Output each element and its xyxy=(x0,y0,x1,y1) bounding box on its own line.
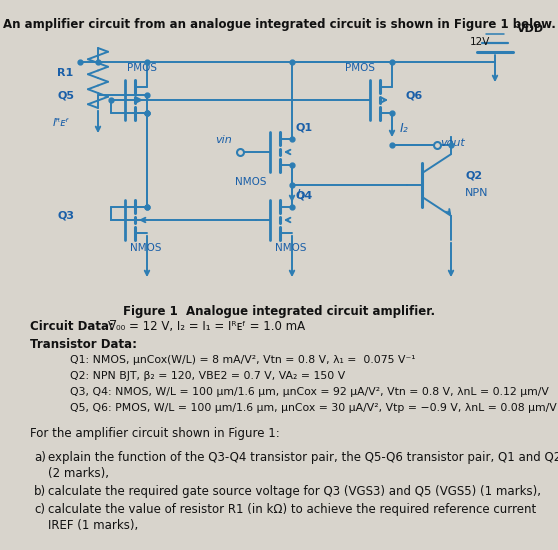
Text: V̅₀₀ = 12 V, I₂ = I₁ = Iᴿᴇᶠ = 1.0 mA: V̅₀₀ = 12 V, I₂ = I₁ = Iᴿᴇᶠ = 1.0 mA xyxy=(108,320,305,333)
Text: R1: R1 xyxy=(57,68,73,78)
Text: a): a) xyxy=(34,451,46,464)
Text: Figure 1  Analogue integrated circuit amplifier.: Figure 1 Analogue integrated circuit amp… xyxy=(123,305,435,318)
Text: Q4: Q4 xyxy=(295,190,312,200)
Text: Q2: Q2 xyxy=(465,170,482,180)
Text: calculate the value of resistor R1 (in kΩ) to achieve the required reference cur: calculate the value of resistor R1 (in k… xyxy=(48,503,536,516)
Text: Q3, Q4: NMOS, W/L = 100 μm/1.6 μm, μnCox = 92 μA/V², Vtn = 0.8 V, λnL = 0.12 μm/: Q3, Q4: NMOS, W/L = 100 μm/1.6 μm, μnCox… xyxy=(70,387,549,397)
Text: c): c) xyxy=(34,503,45,516)
Text: Q6: Q6 xyxy=(405,90,422,100)
Text: NMOS: NMOS xyxy=(235,177,267,187)
Text: Circuit Data:: Circuit Data: xyxy=(30,320,118,333)
Text: Transistor Data:: Transistor Data: xyxy=(30,338,137,351)
Text: 12V: 12V xyxy=(470,37,490,47)
Text: vin: vin xyxy=(215,135,232,145)
Text: NMOS: NMOS xyxy=(130,243,161,253)
Text: PMOS: PMOS xyxy=(345,63,375,73)
Text: (2 marks),: (2 marks), xyxy=(48,467,109,480)
Text: Q1: Q1 xyxy=(295,122,312,132)
Text: Q1: NMOS, μnCox(W/L) = 8 mA/V², Vtn = 0.8 V, λ₁ =  0.075 V⁻¹: Q1: NMOS, μnCox(W/L) = 8 mA/V², Vtn = 0.… xyxy=(70,355,416,365)
Text: NMOS: NMOS xyxy=(275,243,306,253)
Text: calculate the required gate source voltage for Q3 (VGS3) and Q5 (VGS5) (1 marks): calculate the required gate source volta… xyxy=(48,485,541,498)
Text: For the amplifier circuit shown in Figure 1:: For the amplifier circuit shown in Figur… xyxy=(30,427,280,440)
Text: NPN: NPN xyxy=(465,188,488,198)
Text: VDD: VDD xyxy=(517,24,544,34)
Text: I₁: I₁ xyxy=(297,189,306,201)
Text: Iᴿᴇᶠ: Iᴿᴇᶠ xyxy=(53,118,70,128)
Text: PMOS: PMOS xyxy=(127,63,157,73)
Text: I₂: I₂ xyxy=(400,122,409,135)
Text: An amplifier circuit from an analogue integrated circuit is shown in Figure 1 be: An amplifier circuit from an analogue in… xyxy=(3,18,555,31)
Text: IREF (1 marks),: IREF (1 marks), xyxy=(48,519,138,532)
Text: Q5: Q5 xyxy=(58,90,75,100)
Text: b): b) xyxy=(34,485,46,498)
Text: explain the function of the Q3-Q4 transistor pair, the Q5-Q6 transistor pair, Q1: explain the function of the Q3-Q4 transi… xyxy=(48,451,558,464)
Text: Q2: NPN BJT, β₂ = 120, VBE2 = 0.7 V, VA₂ = 150 V: Q2: NPN BJT, β₂ = 120, VBE2 = 0.7 V, VA₂… xyxy=(70,371,345,381)
Text: Q5, Q6: PMOS, W/L = 100 μm/1.6 μm, μnCox = 30 μA/V², Vtp = −0.9 V, λnL = 0.08 μm: Q5, Q6: PMOS, W/L = 100 μm/1.6 μm, μnCox… xyxy=(70,403,557,413)
Text: vout: vout xyxy=(440,138,465,148)
Text: Q3: Q3 xyxy=(58,210,75,220)
